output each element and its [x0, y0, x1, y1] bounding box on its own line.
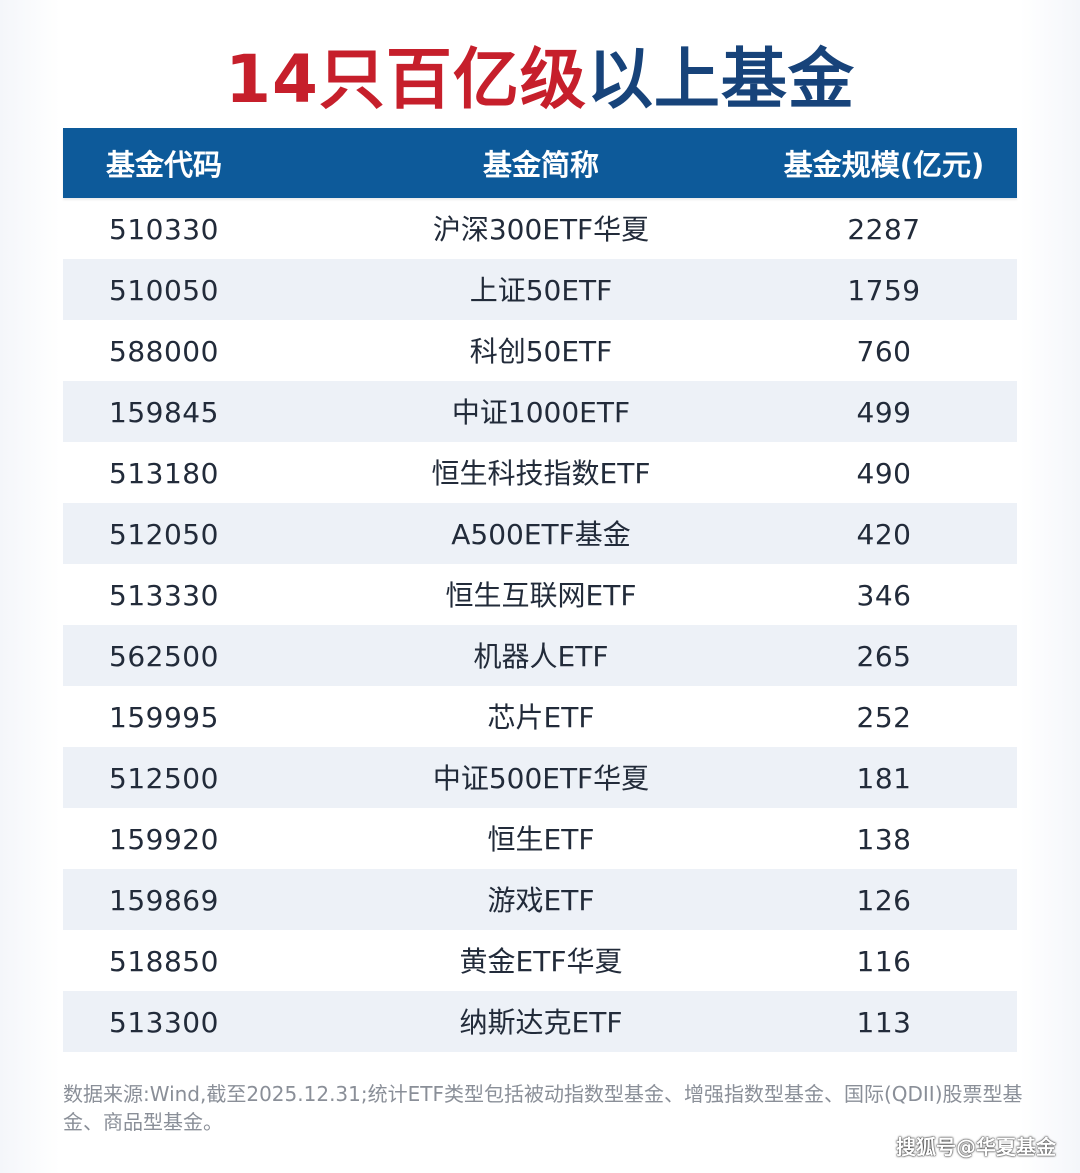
- cell-fund-name: 机器人ETF: [473, 640, 609, 673]
- table-row: 159920 恒生ETF 138: [63, 808, 1017, 869]
- cell-fund-name: 中证500ETF华夏: [432, 762, 650, 795]
- table-row: 513300 纳斯达克ETF 113: [63, 991, 1017, 1052]
- cell-fund-code: 518850: [109, 945, 219, 978]
- cell-fund-size: 760: [856, 335, 912, 368]
- cell-fund-name: 黄金ETF华夏: [459, 945, 623, 978]
- header-fund-name: 基金简称: [482, 148, 599, 182]
- cell-fund-code: 588000: [109, 335, 219, 368]
- cell-fund-name: 恒生科技指数ETF: [431, 457, 651, 490]
- cell-fund-name: 芯片ETF: [487, 701, 595, 734]
- cell-fund-size: 181: [856, 762, 912, 795]
- source-footnote: 数据来源:Wind,截至2025.12.31;统计ETF类型包括被动指数型基金、…: [63, 1082, 1023, 1134]
- cell-fund-code: 510050: [109, 274, 219, 307]
- cell-fund-code: 513330: [109, 579, 219, 612]
- table-row: 518850 黄金ETF华夏 116: [63, 930, 1017, 991]
- cell-fund-name: 科创50ETF: [469, 335, 613, 368]
- header-fund-size: 基金规模(亿元): [783, 148, 985, 182]
- cell-fund-size: 113: [856, 1006, 912, 1039]
- table-row: 588000 科创50ETF 760: [63, 320, 1017, 381]
- table-row: 513330 恒生互联网ETF 346: [63, 564, 1017, 625]
- cell-fund-code: 510330: [109, 213, 219, 246]
- cell-fund-size: 420: [856, 518, 912, 551]
- cell-fund-code: 512500: [109, 762, 219, 795]
- title-highlight: 14只百亿级: [225, 41, 587, 118]
- cell-fund-size: 126: [856, 884, 912, 917]
- cell-fund-size: 116: [856, 945, 912, 978]
- table-row: 159995 芯片ETF 252: [63, 686, 1017, 747]
- cell-fund-code: 159995: [109, 701, 219, 734]
- cell-fund-code: 159845: [109, 396, 219, 429]
- cell-fund-size: 1759: [847, 274, 921, 307]
- table-row: 510050 上证50ETF 1759: [63, 259, 1017, 320]
- table-row: 159869 游戏ETF 126: [63, 869, 1017, 930]
- cell-fund-code: 512050: [109, 518, 219, 551]
- table-row: 510330 沪深300ETF华夏 2287: [63, 198, 1017, 259]
- cell-fund-name: A500ETF基金: [451, 518, 631, 551]
- cell-fund-size: 490: [856, 457, 912, 490]
- cell-fund-size: 138: [856, 823, 912, 856]
- cell-fund-name: 中证1000ETF: [451, 396, 631, 429]
- page-title: 14只百亿级以上基金: [0, 38, 1080, 122]
- cell-fund-code: 562500: [109, 640, 219, 673]
- table-row: 513180 恒生科技指数ETF 490: [63, 442, 1017, 503]
- cell-fund-size: 265: [856, 640, 912, 673]
- table-row: 159845 中证1000ETF 499: [63, 381, 1017, 442]
- cell-fund-code: 513300: [109, 1006, 219, 1039]
- table-row: 512500 中证500ETF华夏 181: [63, 747, 1017, 808]
- cell-fund-size: 252: [856, 701, 912, 734]
- cell-fund-name: 沪深300ETF华夏: [432, 213, 650, 246]
- table-body: 510330 沪深300ETF华夏 2287 510050 上证50ETF 1759 588…: [63, 198, 1017, 1052]
- header-fund-code: 基金代码: [105, 148, 222, 182]
- table-row: 562500 机器人ETF 265: [63, 625, 1017, 686]
- cell-fund-name: 纳斯达克ETF: [459, 1006, 623, 1039]
- cell-fund-size: 346: [856, 579, 912, 612]
- cell-fund-code: 513180: [109, 457, 219, 490]
- cell-fund-size: 499: [856, 396, 912, 429]
- cell-fund-name: 恒生互联网ETF: [445, 579, 637, 612]
- cell-fund-size: 2287: [847, 213, 921, 246]
- fund-table: 基金代码 基金简称 基金规模(亿元) 510330 沪深300ETF华夏 2287 5…: [63, 128, 1017, 1052]
- cell-fund-code: 159920: [109, 823, 219, 856]
- cell-fund-name: 游戏ETF: [487, 884, 595, 917]
- watermark: 搜狐号@华夏基金: [896, 1135, 1056, 1159]
- cell-fund-name: 恒生ETF: [487, 823, 595, 856]
- cell-fund-code: 159869: [109, 884, 219, 917]
- table-header: 基金代码 基金简称 基金规模(亿元): [63, 128, 1017, 198]
- title-rest: 以上基金: [586, 41, 855, 118]
- cell-fund-name: 上证50ETF: [469, 274, 613, 307]
- table-row: 512050 A500ETF基金 420: [63, 503, 1017, 564]
